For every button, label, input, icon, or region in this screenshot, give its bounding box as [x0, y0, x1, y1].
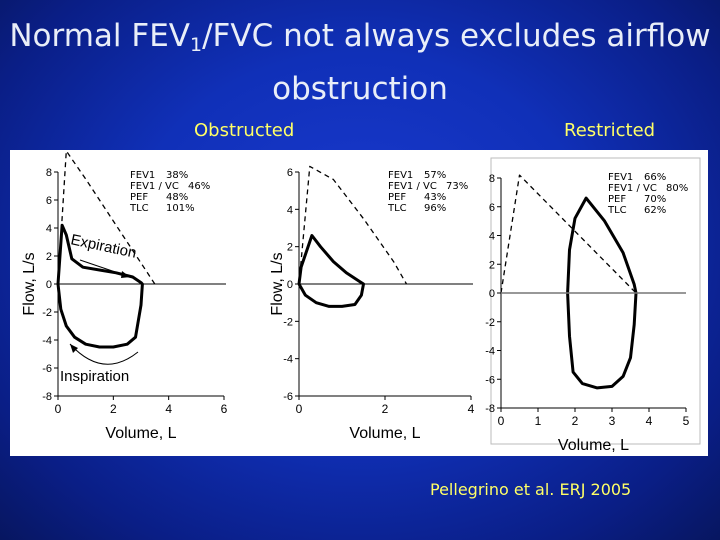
predicted-loop-dashed	[57, 150, 156, 285]
stat-value: 101%	[166, 203, 195, 214]
title-text-post: /FVC not always excludes airflow obstruc…	[202, 18, 711, 107]
stat-label: TLC	[387, 203, 407, 214]
y-tick-label: 4	[287, 204, 293, 216]
y-tick-label: -2	[283, 316, 293, 328]
y-tick-label: -6	[485, 374, 495, 386]
x-tick-label: 6	[221, 402, 228, 416]
restricted-label: Restricted	[564, 120, 656, 141]
stat-value: 57%	[424, 170, 446, 181]
stat-label: PEF	[388, 192, 406, 203]
x-tick-label: 5	[683, 414, 690, 428]
stat-label: PEF	[130, 192, 148, 203]
x-tick-label: 3	[609, 414, 616, 428]
stat-value: 80%	[666, 183, 688, 194]
stat-value: 43%	[424, 192, 446, 203]
x-tick-label: 4	[165, 402, 172, 416]
stat-value: 62%	[644, 205, 666, 216]
x-tick-label: 4	[468, 402, 475, 416]
stat-label: PEF	[608, 194, 626, 205]
y-tick-label: 6	[287, 167, 293, 179]
expiration-arrowhead	[121, 271, 130, 278]
stat-label: FEV1 / VC	[608, 183, 657, 194]
y-tick-label: -4	[42, 335, 52, 347]
stat-value: 38%	[166, 170, 188, 181]
y-tick-label: -6	[283, 391, 293, 403]
y-tick-label: 4	[489, 231, 495, 243]
y-tick-label: 6	[46, 195, 52, 207]
x-axis-label: Volume, L	[349, 425, 420, 442]
y-tick-label: 2	[287, 242, 293, 254]
citation: Pellegrino et al. ERJ 2005	[430, 480, 632, 499]
y-tick-label: -2	[485, 317, 495, 329]
y-axis-label: Flow, L/s	[269, 252, 286, 315]
x-tick-label: 0	[55, 402, 62, 416]
y-tick-label: 0	[489, 288, 495, 300]
stat-value: 48%	[166, 192, 188, 203]
inspiration-arrowhead	[70, 344, 78, 353]
x-tick-label: 0	[498, 414, 505, 428]
y-tick-label: -6	[42, 363, 52, 375]
slide-title: Normal FEV1/FVC not always excludes airf…	[0, 14, 720, 111]
title-subscript: 1	[190, 34, 203, 56]
stat-value: 46%	[188, 181, 210, 192]
flow-volume-loop	[566, 196, 638, 390]
x-tick-label: 2	[382, 402, 389, 416]
x-tick-label: 2	[572, 414, 579, 428]
inspiration-annotation: Inspiration	[60, 368, 129, 385]
y-tick-label: -2	[42, 307, 52, 319]
y-tick-label: -4	[485, 346, 495, 358]
y-tick-label: 8	[489, 173, 495, 185]
title-text-pre: Normal FEV	[9, 18, 191, 54]
stat-value: 66%	[644, 172, 666, 183]
stat-label: FEV1 / VC	[388, 181, 437, 192]
y-tick-label: 6	[489, 202, 495, 214]
x-tick-label: 0	[296, 402, 303, 416]
stat-value: 96%	[424, 203, 446, 214]
stat-label: FEV1	[388, 170, 413, 181]
x-tick-label: 1	[535, 414, 542, 428]
stat-label: TLC	[607, 205, 627, 216]
y-tick-label: -4	[283, 354, 293, 366]
panel-frame	[490, 157, 701, 445]
y-tick-label: 8	[46, 167, 52, 179]
y-tick-label: 2	[489, 259, 495, 271]
y-tick-label: 2	[46, 251, 52, 263]
stat-label: TLC	[129, 203, 149, 214]
flow-volume-loop	[56, 223, 144, 349]
y-tick-label: 0	[46, 279, 52, 291]
inspiration-arrow	[69, 343, 139, 365]
x-axis-label: Volume, L	[105, 425, 176, 442]
y-axis-label: Flow, L/s	[21, 252, 38, 315]
x-axis-label: Volume, L	[558, 437, 629, 454]
flow-volume-loop	[297, 234, 365, 308]
stat-value: 73%	[446, 181, 468, 192]
y-tick-label: -8	[42, 391, 52, 403]
stat-label: FEV1 / VC	[130, 181, 179, 192]
stat-label: FEV1	[608, 172, 633, 183]
y-tick-label: 0	[287, 279, 293, 291]
y-tick-label: 4	[46, 223, 52, 235]
expiration-annotation: Expiration	[69, 231, 138, 261]
x-tick-label: 2	[110, 402, 117, 416]
predicted-loop-dashed	[500, 174, 637, 294]
x-tick-label: 4	[646, 414, 653, 428]
obstructed-label: Obstructed	[194, 120, 295, 141]
stat-value: 70%	[644, 194, 666, 205]
flow-volume-figure: 8 6 4 2 0 -2 -4 -6 -8 0 2 4 6 Volume, L Flow, L/s FEV1 3…	[10, 150, 708, 456]
stat-label: FEV1	[130, 170, 155, 181]
y-tick-label: -8	[485, 403, 495, 415]
